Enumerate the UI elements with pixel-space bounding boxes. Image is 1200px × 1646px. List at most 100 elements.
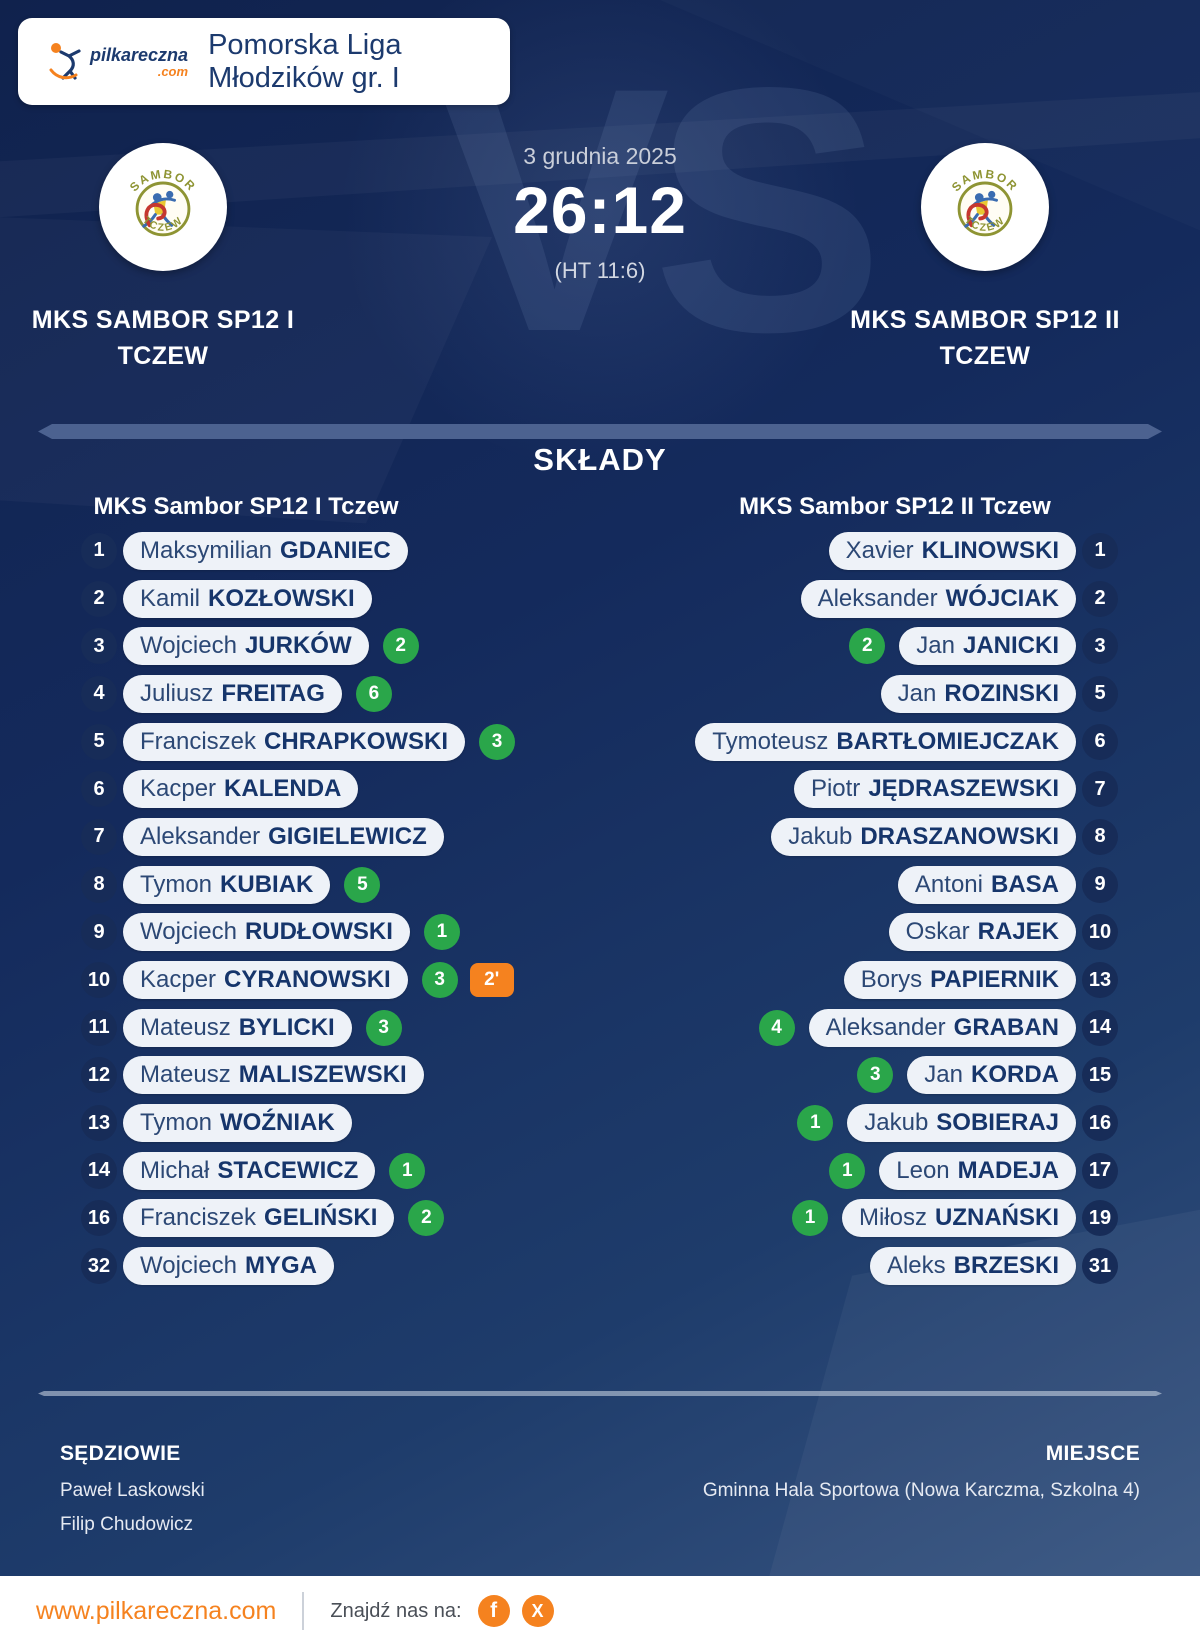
player-number-badge: 12 — [81, 1057, 117, 1094]
player-first-name: Leon — [896, 1156, 950, 1184]
player-last-name: KORDA — [971, 1061, 1059, 1089]
player-last-name: MADEJA — [957, 1156, 1059, 1184]
player-row: 1 Maksymilian GDANIEC — [81, 527, 515, 575]
player-last-name: STACEWICZ — [217, 1156, 359, 1184]
player-last-name: UZNAŃSKI — [935, 1204, 1059, 1232]
player-name-pill: Jan KORDA — [907, 1056, 1076, 1095]
halftime-score: (HT 11:6) — [554, 258, 646, 283]
player-number-badge: 16 — [81, 1200, 117, 1237]
player-last-name: SOBIERAJ — [936, 1109, 1059, 1137]
player-row: 9 Wojciech RUDŁOWSKI 1 — [81, 909, 515, 957]
player-number-badge: 9 — [81, 914, 117, 951]
player-last-name: GDANIEC — [280, 536, 391, 564]
goals-badge: 3 — [421, 962, 458, 999]
player-last-name: WOŹNIAK — [220, 1109, 335, 1137]
player-last-name: BASA — [990, 870, 1059, 898]
player-number-badge: 31 — [1082, 1248, 1118, 1285]
player-first-name: Jan — [924, 1061, 963, 1089]
match-date: 3 grudnia 2025 — [523, 143, 677, 169]
player-name-pill: Franciszek CHRAPKOWSKI — [123, 722, 466, 761]
player-number-badge: 8 — [1082, 818, 1118, 855]
home-team-name-line2: TCZEW — [117, 341, 209, 370]
player-name-pill: Wojciech MYGA — [123, 1247, 334, 1286]
referee-name-1: Paweł Laskowski — [60, 1480, 205, 1501]
player-number-badge: 14 — [1082, 1009, 1118, 1046]
away-team-block: MKS SAMBOR SP12 II TCZEW — [815, 143, 1155, 374]
player-last-name: GRABAN — [953, 1013, 1059, 1041]
section-divider — [38, 424, 1162, 439]
away-club-crest-icon — [937, 159, 1033, 255]
player-name-pill: Kamil KOZŁOWSKI — [123, 579, 372, 618]
player-first-name: Aleksander — [825, 1013, 946, 1041]
player-row: 2 Kamil KOZŁOWSKI — [81, 575, 515, 623]
player-row: 1 Miłosz UZNAŃSKI 19 — [791, 1195, 1118, 1243]
player-number-badge: 8 — [81, 866, 117, 903]
player-first-name: Kacper — [140, 966, 217, 994]
player-name-pill: Aleksander WÓJCIAK — [800, 579, 1076, 618]
goals-badge: 6 — [355, 675, 392, 712]
player-row: Antoni BASA 9 — [897, 861, 1118, 909]
player-first-name: Wojciech — [140, 632, 237, 660]
facebook-icon[interactable]: f — [477, 1595, 510, 1627]
home-club-crest-icon — [115, 159, 211, 255]
player-number-badge: 1 — [1082, 532, 1118, 569]
player-name-pill: Oskar RAJEK — [888, 913, 1076, 952]
player-number-badge: 5 — [1082, 675, 1118, 712]
player-name-pill: Franciszek GELIŃSKI — [123, 1199, 395, 1238]
player-first-name: Aleksander — [817, 584, 938, 612]
player-row: 14 Michał STACEWICZ 1 — [81, 1147, 515, 1195]
player-first-name: Michał — [140, 1156, 210, 1184]
player-row: 3 Wojciech JURKÓW 2 — [81, 622, 515, 670]
player-last-name: JĘDRASZEWSKI — [868, 775, 1059, 803]
player-last-name: JANICKI — [962, 632, 1059, 660]
player-name-pill: Maksymilian GDANIEC — [123, 531, 408, 570]
away-lineup-list: Xavier KLINOWSKI 1 Aleksander WÓJCIAK 2 … — [695, 527, 1118, 1290]
goals-badge: 1 — [791, 1200, 828, 1237]
goals-badge: 1 — [389, 1152, 426, 1189]
player-row: 10 Kacper CYRANOWSKI 3 2' — [81, 956, 515, 1004]
venue-name: Gminna Hala Sportowa (Nowa Karczma, Szko… — [702, 1480, 1140, 1501]
lineups-section-title: SKŁADY — [533, 442, 667, 477]
player-row: 8 Tymon KUBIAK 5 — [81, 861, 515, 909]
player-row: Jan ROZINSKI 5 — [880, 670, 1118, 718]
player-first-name: Wojciech — [140, 918, 237, 946]
goals-badge: 1 — [829, 1152, 866, 1189]
home-team-name: MKS SAMBOR SP12 I TCZEW — [0, 303, 333, 374]
player-last-name: MYGA — [244, 1252, 317, 1280]
player-last-name: KALENDA — [224, 775, 342, 803]
goals-badge: 1 — [423, 914, 460, 951]
player-row: 4 Juliusz FREITAG 6 — [81, 670, 515, 718]
penalty-badge: 2' — [469, 963, 514, 998]
player-first-name: Antoni — [914, 870, 983, 898]
player-first-name: Jan — [897, 679, 937, 707]
player-first-name: Borys — [860, 966, 923, 994]
player-number-badge: 6 — [81, 771, 117, 808]
player-first-name: Kacper — [140, 775, 217, 803]
player-row: 7 Aleksander GIGIELEWICZ — [81, 813, 515, 861]
league-header-card: pilkareczna .com Pomorska Liga Młodzików… — [18, 18, 510, 105]
footer-divider — [38, 1391, 1162, 1396]
player-name-pill: Jan ROZINSKI — [880, 674, 1076, 713]
player-name-pill: Aleksander GRABAN — [808, 1008, 1076, 1047]
player-row: 5 Franciszek CHRAPKOWSKI 3 — [81, 718, 516, 766]
player-row: 1 Jakub SOBIERAJ 16 — [797, 1099, 1118, 1147]
goals-badge: 3 — [365, 1009, 402, 1046]
home-lineup-header: MKS Sambor SP12 I Tczew — [93, 493, 399, 520]
goals-badge: 2 — [382, 628, 419, 665]
site-url-link[interactable]: www.pilkareczna.com — [36, 1596, 277, 1625]
player-number-badge: 3 — [1082, 628, 1118, 665]
player-row: 11 Mateusz BYLICKI 3 — [81, 1004, 515, 1052]
player-last-name: KLINOWSKI — [921, 536, 1059, 564]
away-team-name: MKS SAMBOR SP12 II TCZEW — [815, 303, 1155, 374]
player-row: Xavier KLINOWSKI 1 — [828, 527, 1118, 575]
player-name-pill: Kacper KALENDA — [123, 770, 359, 809]
x-twitter-icon[interactable]: X — [521, 1595, 554, 1627]
away-lineup-header: MKS Sambor SP12 II Tczew — [739, 493, 1051, 520]
player-first-name: Juliusz — [140, 679, 214, 707]
player-last-name: CHRAPKOWSKI — [264, 727, 449, 755]
venue-label: MIEJSCE — [1045, 1442, 1140, 1465]
player-first-name: Jakub — [788, 822, 853, 850]
player-name-pill: Borys PAPIERNIK — [843, 961, 1076, 1000]
player-row: Aleks BRZESKI 31 — [869, 1242, 1118, 1290]
player-name-pill: Kacper CYRANOWSKI — [123, 961, 408, 1000]
